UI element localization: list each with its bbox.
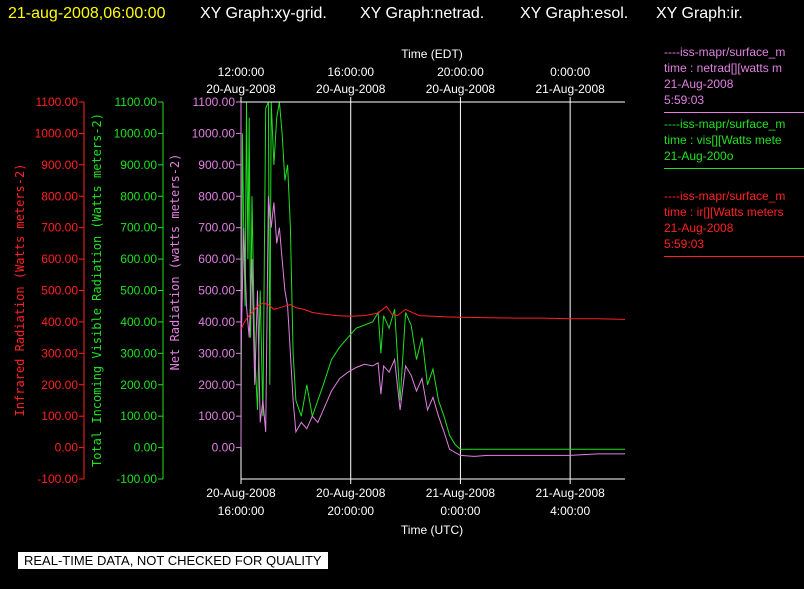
top-tick-label-date: 21-Aug-2008 xyxy=(535,82,605,96)
y-tick-label-vis: -100.00 xyxy=(116,472,157,486)
header-date: 21-aug-2008,06:00:00 xyxy=(8,5,166,22)
bottom-tick-label-time: 4:00:00 xyxy=(550,504,590,518)
legend-separator xyxy=(664,168,804,169)
y-tick-label-net: 1100.00 xyxy=(193,95,236,109)
tab-netrad[interactable]: XY Graph:netrad. xyxy=(360,5,484,22)
legend-line: 5:59:03 xyxy=(664,237,705,251)
y-tick-label-net: 0.00 xyxy=(212,441,236,455)
series-line-ir xyxy=(240,302,626,330)
legend-line: ----iss-mapr/surface_m xyxy=(664,45,786,59)
y-tick-label-net: 300.00 xyxy=(198,346,235,360)
top-tick-label-date: 20-Aug-2008 xyxy=(206,82,276,96)
legend-separator xyxy=(664,112,804,113)
legend-line: time : netrad[][watts m xyxy=(664,61,783,75)
y-tick-label-ir: 1100.00 xyxy=(36,95,79,109)
y-tick-label-vis: 600.00 xyxy=(120,252,157,266)
y-tick-label-vis: 700.00 xyxy=(120,221,157,235)
legend-line: ----iss-mapr/surface_m xyxy=(664,117,786,131)
y-tick-label-ir: 900.00 xyxy=(41,158,78,172)
y-tick-label-ir: 300.00 xyxy=(41,346,78,360)
y-tick-label-ir: 200.00 xyxy=(41,378,78,392)
bottom-tick-label-date: 21-Aug-2008 xyxy=(535,486,605,500)
legend-line: 5:59:03 xyxy=(664,93,705,107)
y-tick-label-ir: 500.00 xyxy=(41,284,78,298)
ylabel-vis: Total Incoming Visible Radiation (Watts … xyxy=(90,113,104,467)
y-tick-label-net: 100.00 xyxy=(198,409,235,423)
series-line-vis xyxy=(240,101,625,450)
bottom-tick-label-date: 21-Aug-2008 xyxy=(426,486,496,500)
legend-line: 21-Aug-2008 xyxy=(664,77,734,91)
y-tick-label-net: 500.00 xyxy=(198,284,235,298)
y-tick-label-vis: 900.00 xyxy=(120,158,157,172)
bottom-axis-title: Time (UTC) xyxy=(401,523,463,537)
y-tick-label-net: 200.00 xyxy=(198,378,235,392)
legend-separator xyxy=(664,256,804,257)
quality-banner: REAL-TIME DATA, NOT CHECKED FOR QUALITY xyxy=(18,552,328,569)
bottom-tick-label-date: 20-Aug-2008 xyxy=(206,486,276,500)
top-tick-label-time: 20:00:00 xyxy=(437,65,484,79)
top-tick-label-time: 16:00:00 xyxy=(327,65,374,79)
legend-line: time : ir[][Watts meters xyxy=(664,205,784,219)
top-axis-title: Time (EDT) xyxy=(401,47,463,61)
y-tick-label-net: 1000.00 xyxy=(192,126,236,140)
ylabel-ir: Infrared Radiation (Watts meters-2) xyxy=(13,164,27,417)
tab-xy-grid[interactable]: XY Graph:xy-grid. xyxy=(200,5,327,22)
bottom-tick-label-time: 0:00:00 xyxy=(440,504,480,518)
y-tick-label-vis: 300.00 xyxy=(120,346,157,360)
y-tick-label-vis: 1100.00 xyxy=(115,95,158,109)
y-tick-label-vis: 200.00 xyxy=(120,378,157,392)
y-tick-label-ir: 0.00 xyxy=(55,441,79,455)
y-tick-label-ir: 800.00 xyxy=(41,189,78,203)
y-tick-label-vis: 1000.00 xyxy=(114,126,158,140)
tab-esol[interactable]: XY Graph:esol. xyxy=(520,5,628,22)
series-line-net xyxy=(240,196,625,457)
top-tick-label-date: 20-Aug-2008 xyxy=(316,82,386,96)
y-tick-label-ir: 100.00 xyxy=(41,409,78,423)
y-tick-label-ir: 600.00 xyxy=(41,252,78,266)
top-tick-label-time: 0:00:00 xyxy=(550,65,590,79)
ylabel-net: Net Radiation (watts meters-2) xyxy=(168,154,182,371)
y-tick-label-net: 900.00 xyxy=(198,158,235,172)
y-tick-label-vis: 400.00 xyxy=(120,315,157,329)
y-tick-label-net: 600.00 xyxy=(198,252,235,266)
y-tick-label-ir: 1000.00 xyxy=(35,126,79,140)
legend-line: 21-Aug-2008 xyxy=(664,221,734,235)
y-tick-label-ir: 400.00 xyxy=(41,315,78,329)
y-tick-label-net: 400.00 xyxy=(198,315,235,329)
bottom-tick-label-time: 16:00:00 xyxy=(218,504,265,518)
legend-line: 21-Aug-200o xyxy=(664,149,734,163)
bottom-tick-label-date: 20-Aug-2008 xyxy=(316,486,386,500)
legend-line: time : vis[][Watts mete xyxy=(664,133,782,147)
y-tick-label-net: 700.00 xyxy=(198,221,235,235)
y-tick-label-vis: 500.00 xyxy=(120,284,157,298)
top-tick-label-date: 20-Aug-2008 xyxy=(426,82,496,96)
y-tick-label-vis: 800.00 xyxy=(120,189,157,203)
bottom-tick-label-time: 20:00:00 xyxy=(327,504,374,518)
y-tick-label-vis: 100.00 xyxy=(120,409,157,423)
legend-line: ----iss-mapr/surface_m xyxy=(664,189,786,203)
y-tick-label-ir: 700.00 xyxy=(41,221,78,235)
top-tick-label-time: 12:00:00 xyxy=(218,65,265,79)
y-tick-label-net: 800.00 xyxy=(198,189,235,203)
y-tick-label-vis: 0.00 xyxy=(134,441,158,455)
y-tick-label-ir: -100.00 xyxy=(37,472,78,486)
tab-ir[interactable]: XY Graph:ir. xyxy=(656,5,743,22)
